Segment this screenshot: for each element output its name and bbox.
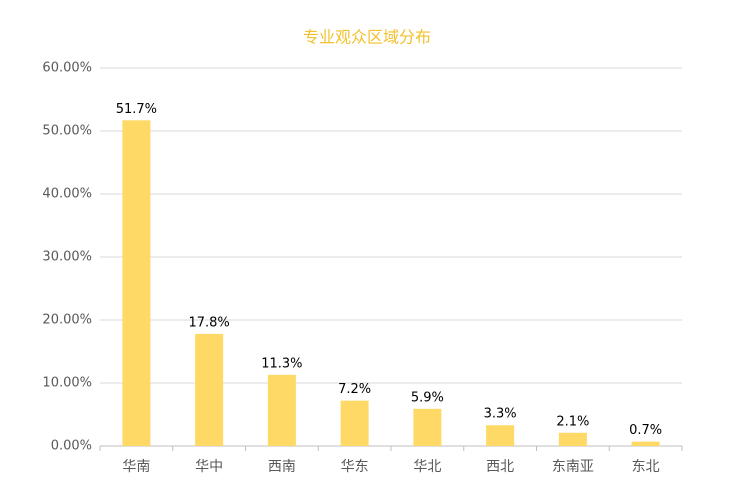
- value-label: 7.2%: [338, 382, 371, 397]
- y-tick-label: 60.00%: [42, 61, 92, 76]
- y-tick-label: 20.00%: [42, 313, 92, 328]
- y-tick-label: 50.00%: [42, 124, 92, 139]
- x-tick-label: 西北: [486, 459, 514, 475]
- chart-title: 专业观众区域分布: [303, 28, 431, 47]
- bar: [267, 374, 296, 446]
- x-tick-label: 华中: [195, 459, 223, 475]
- value-label: 17.8%: [188, 315, 229, 330]
- value-label: 3.3%: [484, 407, 517, 422]
- x-tick-label: 东北: [632, 459, 660, 475]
- x-tick-label: 西南: [268, 459, 296, 475]
- x-tick-label: 华南: [122, 459, 150, 475]
- value-label: 11.3%: [261, 356, 302, 371]
- value-label: 0.7%: [629, 423, 662, 438]
- x-tick-label: 华北: [413, 459, 441, 475]
- bar: [558, 432, 587, 446]
- bar: [631, 441, 660, 446]
- bar: [413, 408, 442, 446]
- value-label: 5.9%: [411, 390, 444, 405]
- y-tick-label: 30.00%: [42, 250, 92, 265]
- y-tick-label: 40.00%: [42, 187, 92, 202]
- value-label: 51.7%: [116, 102, 157, 117]
- y-tick-label: 0.00%: [51, 439, 92, 454]
- value-label: 2.1%: [556, 414, 589, 429]
- bar: [195, 333, 224, 446]
- bar: [486, 425, 515, 446]
- x-tick-label: 华东: [341, 459, 369, 475]
- bar: [122, 120, 151, 446]
- bar: [340, 400, 369, 446]
- x-tick-label: 东南亚: [552, 459, 594, 475]
- y-tick-label: 10.00%: [42, 376, 92, 391]
